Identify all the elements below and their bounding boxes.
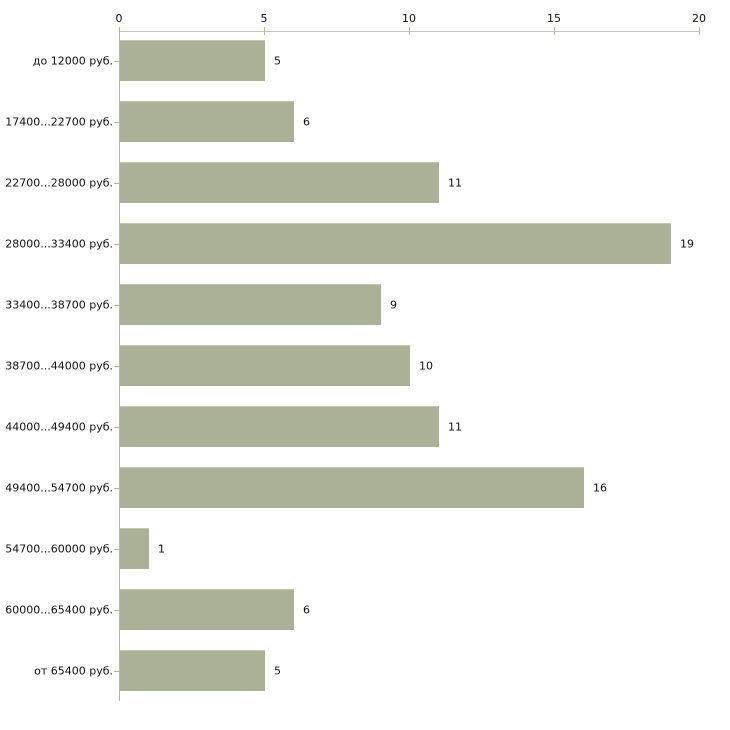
bar-value-label: 5 — [274, 664, 281, 677]
category-tick-mark — [114, 60, 119, 62]
category-tick-mark — [114, 609, 119, 611]
bar — [120, 345, 410, 386]
x-tick-label: 20 — [692, 12, 706, 25]
bar — [120, 406, 439, 447]
bar-value-label: 11 — [448, 176, 462, 189]
y-axis-line — [119, 31, 120, 701]
bar-value-label: 19 — [680, 237, 694, 250]
x-tick-mark — [409, 27, 410, 35]
x-tick-label: 5 — [260, 12, 268, 25]
category-tick-mark — [114, 121, 119, 123]
bar-value-label: 1 — [158, 542, 165, 555]
x-tick-mark — [699, 27, 700, 35]
category-label: 49400...54700 руб. — [5, 481, 113, 494]
category-label: 33400...38700 руб. — [5, 298, 113, 311]
category-label: 44000...49400 руб. — [5, 420, 113, 433]
bar-value-label: 5 — [274, 54, 281, 67]
category-tick-mark — [114, 243, 119, 245]
category-label: 28000...33400 руб. — [5, 237, 113, 250]
bar-value-label: 9 — [390, 298, 397, 311]
category-tick-mark — [114, 487, 119, 489]
bar-value-label: 6 — [303, 115, 310, 128]
category-label: 22700...28000 руб. — [5, 176, 113, 189]
category-label: 60000...65400 руб. — [5, 603, 113, 616]
category-label: 17400...22700 руб. — [5, 115, 113, 128]
category-label: 54700...60000 руб. — [5, 542, 113, 555]
bar — [120, 223, 671, 264]
bar — [120, 40, 265, 81]
category-tick-mark — [114, 426, 119, 428]
x-tick-mark — [264, 27, 265, 35]
x-tick-label: 15 — [547, 12, 561, 25]
category-label: 38700...44000 руб. — [5, 359, 113, 372]
category-tick-mark — [114, 304, 119, 306]
category-tick-mark — [114, 670, 119, 672]
category-label: до 12000 руб. — [32, 54, 113, 67]
bar — [120, 467, 584, 508]
category-tick-mark — [114, 365, 119, 367]
bar — [120, 101, 294, 142]
x-tick-mark — [119, 27, 120, 35]
x-tick-label: 0 — [115, 12, 123, 25]
bar — [120, 528, 149, 569]
bar — [120, 650, 265, 691]
bar-value-label: 6 — [303, 603, 310, 616]
bar — [120, 284, 381, 325]
bar — [120, 162, 439, 203]
x-tick-mark — [554, 27, 555, 35]
x-tick-label: 10 — [402, 12, 416, 25]
bar-value-label: 11 — [448, 420, 462, 433]
bar-value-label: 10 — [419, 359, 433, 372]
category-tick-mark — [114, 548, 119, 550]
category-tick-mark — [114, 182, 119, 184]
bar-value-label: 16 — [593, 481, 607, 494]
category-label: от 65400 руб. — [34, 664, 113, 677]
bar — [120, 589, 294, 630]
